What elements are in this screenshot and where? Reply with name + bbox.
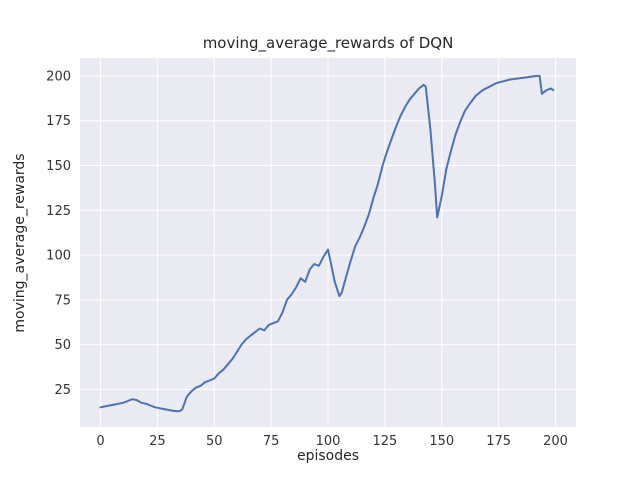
y-tick-label: 125 — [46, 204, 71, 219]
x-tick-label: 100 — [316, 434, 341, 449]
y-tick-label: 100 — [46, 249, 71, 264]
y-axis-label: moving_average_rewards — [12, 153, 28, 333]
x-tick-label: 150 — [429, 434, 454, 449]
x-tick-label: 175 — [486, 434, 511, 449]
x-tick-label: 200 — [543, 434, 568, 449]
y-tick-label: 50 — [54, 338, 71, 353]
x-tick-label: 25 — [149, 434, 166, 449]
x-tick-label: 50 — [206, 434, 223, 449]
y-tick-label: 75 — [54, 293, 71, 308]
y-tick-label: 175 — [46, 114, 71, 129]
x-tick-label: 0 — [96, 434, 104, 449]
chart-title: moving_average_rewards of DQN — [202, 34, 454, 52]
x-axis-label: episodes — [296, 448, 360, 464]
y-tick-label: 150 — [46, 159, 71, 174]
x-tick-label: 125 — [372, 434, 397, 449]
reward-series-line — [99, 74, 555, 413]
x-tick-label: 75 — [263, 434, 280, 449]
y-tick-label: 200 — [46, 69, 71, 84]
y-tick-label: 25 — [54, 383, 71, 398]
